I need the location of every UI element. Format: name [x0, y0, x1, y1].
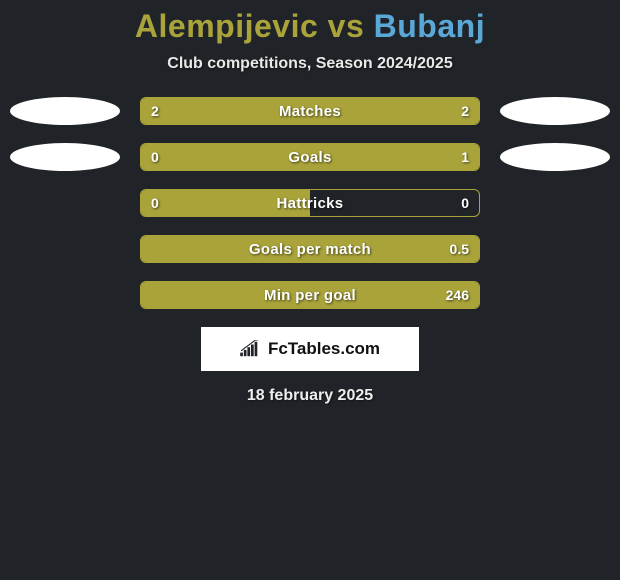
player1-oval	[10, 143, 120, 171]
player2-name: Bubanj	[374, 8, 485, 44]
bar-label: Hattricks	[141, 190, 479, 216]
bar-label: Goals per match	[141, 236, 479, 262]
stat-bar: Hattricks0 0	[140, 189, 480, 217]
player1-oval	[10, 97, 120, 125]
bar-label: Matches	[141, 98, 479, 124]
bar-value-right: 246	[446, 282, 469, 308]
stat-bar: Goals per match0.5	[140, 235, 480, 263]
bar-value-left: 0	[151, 144, 159, 170]
comparison-card: Alempijevic vs Bubanj Club competitions,…	[0, 0, 620, 405]
bar-label: Goals	[141, 144, 479, 170]
page-title: Alempijevic vs Bubanj	[0, 8, 620, 45]
bar-value-right: 1	[461, 144, 469, 170]
bar-value-right: 2	[461, 98, 469, 124]
player2-oval	[500, 143, 610, 171]
player2-oval	[500, 97, 610, 125]
bar-value-left: 2	[151, 98, 159, 124]
player1-name: Alempijevic	[135, 8, 318, 44]
bar-chart-icon	[240, 340, 262, 358]
source-logo: FcTables.com	[201, 327, 419, 371]
stat-bar: Goals0 1	[140, 143, 480, 171]
stat-rows: Matches22Goals01Hattricks00Goals per mat…	[0, 97, 620, 309]
bar-value-right: 0.5	[450, 236, 469, 262]
bar-value-right: 0	[461, 190, 469, 216]
date-text: 18 february 2025	[0, 387, 620, 405]
stat-bar: Matches2 2	[140, 97, 480, 125]
subtitle: Club competitions, Season 2024/2025	[0, 55, 620, 73]
bar-value-left: 0	[151, 190, 159, 216]
bar-label: Min per goal	[141, 282, 479, 308]
stat-row: Goals per match0.5	[0, 235, 620, 263]
stat-row: Goals0 1	[0, 143, 620, 171]
logo-text: FcTables.com	[268, 339, 380, 359]
stat-bar: Min per goal246	[140, 281, 480, 309]
vs-text: vs	[318, 8, 373, 44]
stat-row: Matches2 2	[0, 97, 620, 125]
stat-row: Min per goal246	[0, 281, 620, 309]
stat-row: Hattricks0 0	[0, 189, 620, 217]
